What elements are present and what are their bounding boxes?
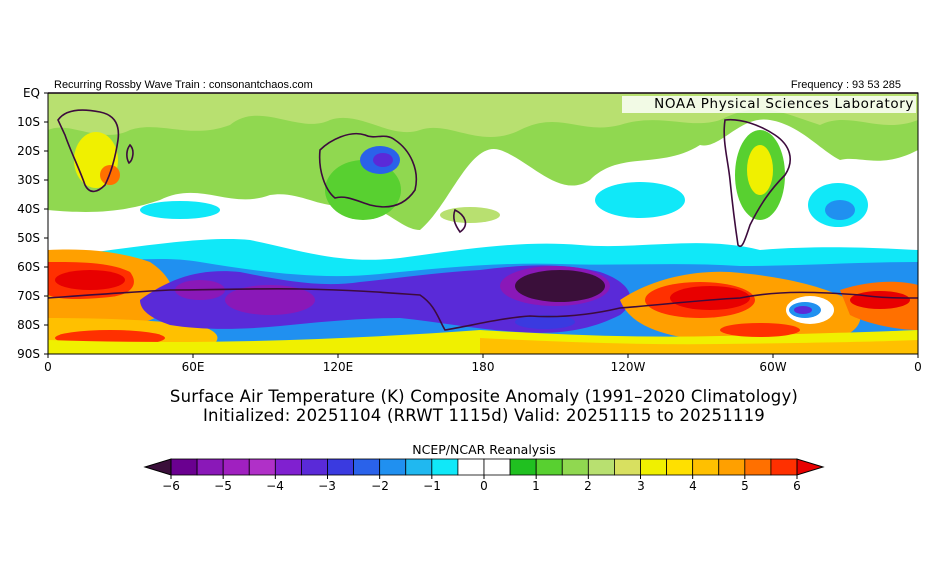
header-right-text: Frequency : 93 53 285 [790,79,901,91]
colorbar-swatch [718,458,746,476]
colorbar-high-arrow [796,458,825,476]
colorbar-swatch [327,458,354,476]
lon-label-0-right: 0 [914,360,922,374]
lon-label-180: 180 [471,360,495,374]
lon-label-120w: 120W [610,360,646,374]
colorbar-swatch [457,458,485,476]
south-america-coast [723,118,791,247]
anomaly-field [48,93,918,354]
colorbar-swatch [770,458,798,476]
colorbar-swatch [744,458,772,476]
cb-label-3: 3 [637,479,645,493]
lon-label-0: 0 [44,360,52,374]
lon-label-120e: 120E [322,360,354,374]
coastlines [48,109,918,331]
colorbar-swatch [405,458,433,476]
cb-label-m4: −4 [266,479,284,493]
colorbar-swatch [248,458,276,476]
colorbar-swatch [274,458,302,476]
header-left-text: Recurring Rossby Wave Train : consonantc… [54,79,313,91]
lat-label-40s: 40S [17,202,40,216]
lon-label-60e: 60E [181,360,205,374]
colorbar-swatch [535,458,563,476]
cb-label-m1: −1 [423,479,441,493]
cb-label-m2: −2 [371,479,389,493]
lat-label-30s: 30S [17,173,40,187]
colorbar-swatch [353,458,381,476]
colorbar-swatch [301,458,328,476]
title-line-2: Initialized: 20251104 (RRWT 1115d) Valid… [202,406,766,425]
colorbar-swatch [222,458,250,476]
colorbar-swatch [614,458,641,476]
lat-label-eq: EQ [22,86,40,100]
colorbar-swatch [666,458,694,476]
cb-label-m5: −5 [214,479,232,493]
colorbar-swatch [196,458,224,476]
org-label: NOAA Physical Sciences Laboratory [654,96,914,112]
lat-label-70s: 70S [17,289,40,303]
colorbar-source-label: NCEP/NCAR Reanalysis [412,442,556,457]
cb-label-2: 2 [584,479,592,493]
colorbar-swatch [431,458,459,476]
lat-label-80s: 80S [17,318,40,332]
lon-ticks [47,354,919,358]
colorbar-swatch [692,458,720,476]
new-zealand-coast [453,208,467,234]
antarctica-coast [48,287,918,331]
cb-label-5: 5 [741,479,749,493]
colorbar-swatch [561,458,589,476]
colorbar-swatch [170,458,198,476]
colorbar-swatch [483,458,511,476]
cb-label-6: 6 [793,479,801,493]
tropics-green-band [48,93,918,230]
colorbar-low-arrow [143,458,172,476]
lat-label-20s: 20S [17,144,40,158]
lat-label-10s: 10S [17,115,40,129]
madagascar-coast [126,143,134,165]
cb-label-m3: −3 [318,479,336,493]
colorbar-swatches [170,458,798,476]
colorbar-ticks [170,475,798,479]
lat-label-90s: 90S [17,347,40,361]
australia-coast [318,132,417,208]
colorbar-swatch [587,458,615,476]
colorbar-swatch [379,458,407,476]
lat-label-60s: 60S [17,260,40,274]
lon-label-60w: 60W [759,360,787,374]
lat-label-50s: 50S [17,231,40,245]
lat-ticks [44,92,48,355]
title-line-1: Surface Air Temperature (K) Composite An… [169,387,799,406]
cb-label-4: 4 [689,479,697,493]
cb-label-0: 0 [480,479,488,493]
colorbar-swatch [509,458,537,476]
africa-coast [57,109,120,193]
cb-label-m6: −6 [162,479,180,493]
cb-label-1: 1 [532,479,540,493]
colorbar-swatch [640,458,667,476]
